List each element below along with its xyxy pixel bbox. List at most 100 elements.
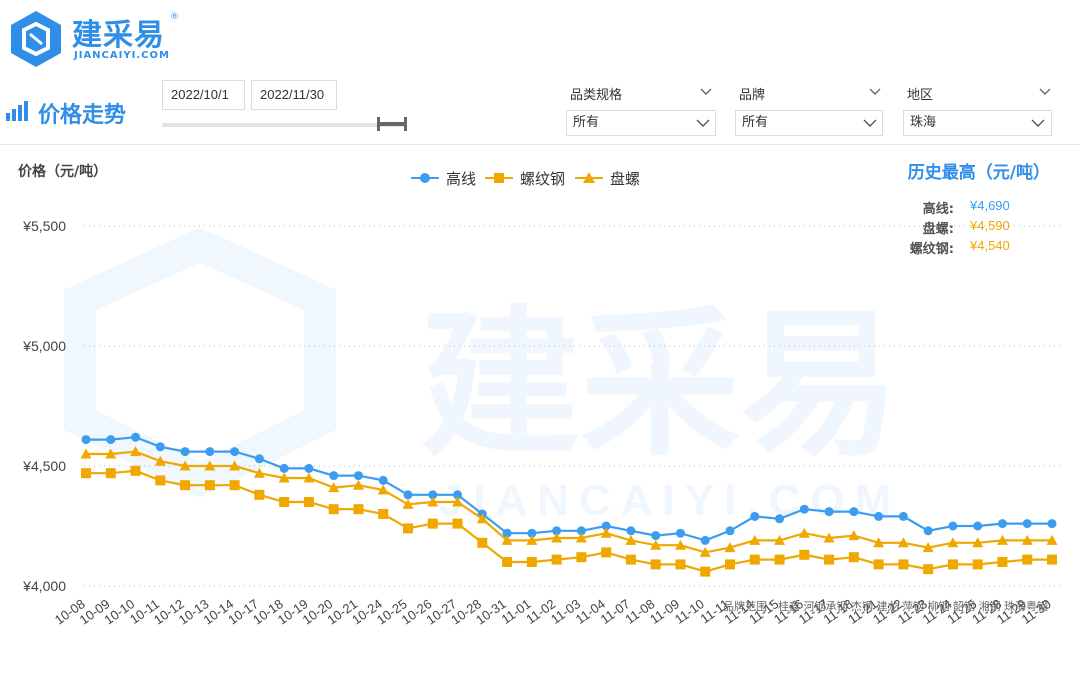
data-point[interactable] <box>749 554 760 565</box>
data-point[interactable] <box>997 557 1008 567</box>
chevron-down-icon[interactable] <box>869 88 881 96</box>
data-point[interactable] <box>774 534 786 545</box>
data-point[interactable] <box>575 532 587 543</box>
data-point[interactable] <box>948 521 958 531</box>
brand-select[interactable]: 所有 <box>735 110 883 136</box>
data-point[interactable] <box>501 534 513 545</box>
data-point[interactable] <box>923 564 934 575</box>
data-point[interactable] <box>1022 519 1032 529</box>
data-point[interactable] <box>81 435 91 445</box>
data-point[interactable] <box>700 566 711 577</box>
data-point[interactable] <box>205 447 215 457</box>
data-point[interactable] <box>254 489 265 500</box>
data-point[interactable] <box>279 463 289 473</box>
data-point[interactable] <box>898 559 909 570</box>
start-date-input[interactable]: 2022/10/1 <box>162 80 245 110</box>
data-point[interactable] <box>824 507 834 517</box>
data-point[interactable] <box>204 460 216 471</box>
data-point[interactable] <box>377 484 389 495</box>
data-point[interactable] <box>650 539 662 550</box>
data-point[interactable] <box>80 448 92 459</box>
data-point[interactable] <box>626 526 636 536</box>
data-point[interactable] <box>996 534 1008 545</box>
data-point[interactable] <box>650 559 661 570</box>
data-point[interactable] <box>600 527 612 538</box>
data-point[interactable] <box>452 496 464 507</box>
data-point[interactable] <box>675 528 685 538</box>
data-point[interactable] <box>328 504 339 515</box>
data-point[interactable] <box>329 471 339 481</box>
data-point[interactable] <box>106 435 116 445</box>
data-point[interactable] <box>180 480 191 491</box>
data-point[interactable] <box>750 511 760 521</box>
data-point[interactable] <box>378 475 388 485</box>
data-point[interactable] <box>155 475 166 486</box>
data-point[interactable] <box>848 552 859 563</box>
data-point[interactable] <box>303 472 315 483</box>
data-point[interactable] <box>849 507 859 517</box>
chevron-down-icon[interactable] <box>1039 88 1051 96</box>
data-point[interactable] <box>452 518 463 529</box>
data-point[interactable] <box>576 526 586 536</box>
data-point[interactable] <box>527 528 537 538</box>
data-point[interactable] <box>155 442 165 452</box>
data-point[interactable] <box>947 559 958 570</box>
data-point[interactable] <box>502 557 513 567</box>
data-point[interactable] <box>476 513 488 524</box>
data-point[interactable] <box>279 497 290 507</box>
data-point[interactable] <box>526 557 537 567</box>
data-point[interactable] <box>378 509 389 519</box>
data-point[interactable] <box>403 490 413 500</box>
data-point[interactable] <box>651 531 661 541</box>
data-point[interactable] <box>1047 519 1057 529</box>
data-point[interactable] <box>873 537 885 548</box>
data-point[interactable] <box>873 559 884 570</box>
data-point[interactable] <box>601 521 611 531</box>
data-point[interactable] <box>502 528 512 538</box>
data-point[interactable] <box>453 490 463 500</box>
data-point[interactable] <box>278 472 290 483</box>
data-point[interactable] <box>551 532 563 543</box>
data-point[interactable] <box>402 498 414 509</box>
data-point[interactable] <box>427 518 438 529</box>
data-point[interactable] <box>700 535 710 545</box>
data-point[interactable] <box>253 467 265 478</box>
data-point[interactable] <box>972 559 983 570</box>
region-select[interactable]: 珠海 <box>903 110 1052 136</box>
data-point[interactable] <box>601 547 612 558</box>
data-point[interactable] <box>724 542 736 553</box>
data-point[interactable] <box>180 447 190 457</box>
data-point[interactable] <box>428 490 438 500</box>
date-range-slider-handle[interactable] <box>375 115 409 133</box>
data-point[interactable] <box>179 460 191 471</box>
data-point[interactable] <box>1046 534 1058 545</box>
chevron-down-icon[interactable] <box>863 119 877 128</box>
data-point[interactable] <box>477 537 488 548</box>
data-point[interactable] <box>947 537 959 548</box>
data-point[interactable] <box>353 471 363 481</box>
chevron-down-icon[interactable] <box>700 88 712 96</box>
data-point[interactable] <box>130 446 142 457</box>
data-point[interactable] <box>923 526 933 536</box>
data-point[interactable] <box>427 496 439 507</box>
brand-logo[interactable]: 建采易 ® JIANCAIYI.COM <box>6 8 179 68</box>
data-point[interactable] <box>675 559 686 570</box>
data-point[interactable] <box>1021 534 1033 545</box>
chevron-down-icon[interactable] <box>1031 119 1045 128</box>
data-point[interactable] <box>352 479 364 490</box>
data-point[interactable] <box>1022 554 1033 565</box>
data-point[interactable] <box>922 542 934 553</box>
data-point[interactable] <box>799 504 809 514</box>
data-point[interactable] <box>328 482 340 493</box>
data-point[interactable] <box>131 432 141 442</box>
data-point[interactable] <box>254 454 264 464</box>
data-point[interactable] <box>154 455 166 466</box>
data-point[interactable] <box>230 447 240 457</box>
end-date-input[interactable]: 2022/11/30 <box>251 80 337 110</box>
data-point[interactable] <box>625 554 636 565</box>
data-point[interactable] <box>304 463 314 473</box>
data-point[interactable] <box>204 480 215 491</box>
data-point[interactable] <box>105 448 117 459</box>
data-point[interactable] <box>576 552 587 563</box>
data-point[interactable] <box>229 480 240 491</box>
